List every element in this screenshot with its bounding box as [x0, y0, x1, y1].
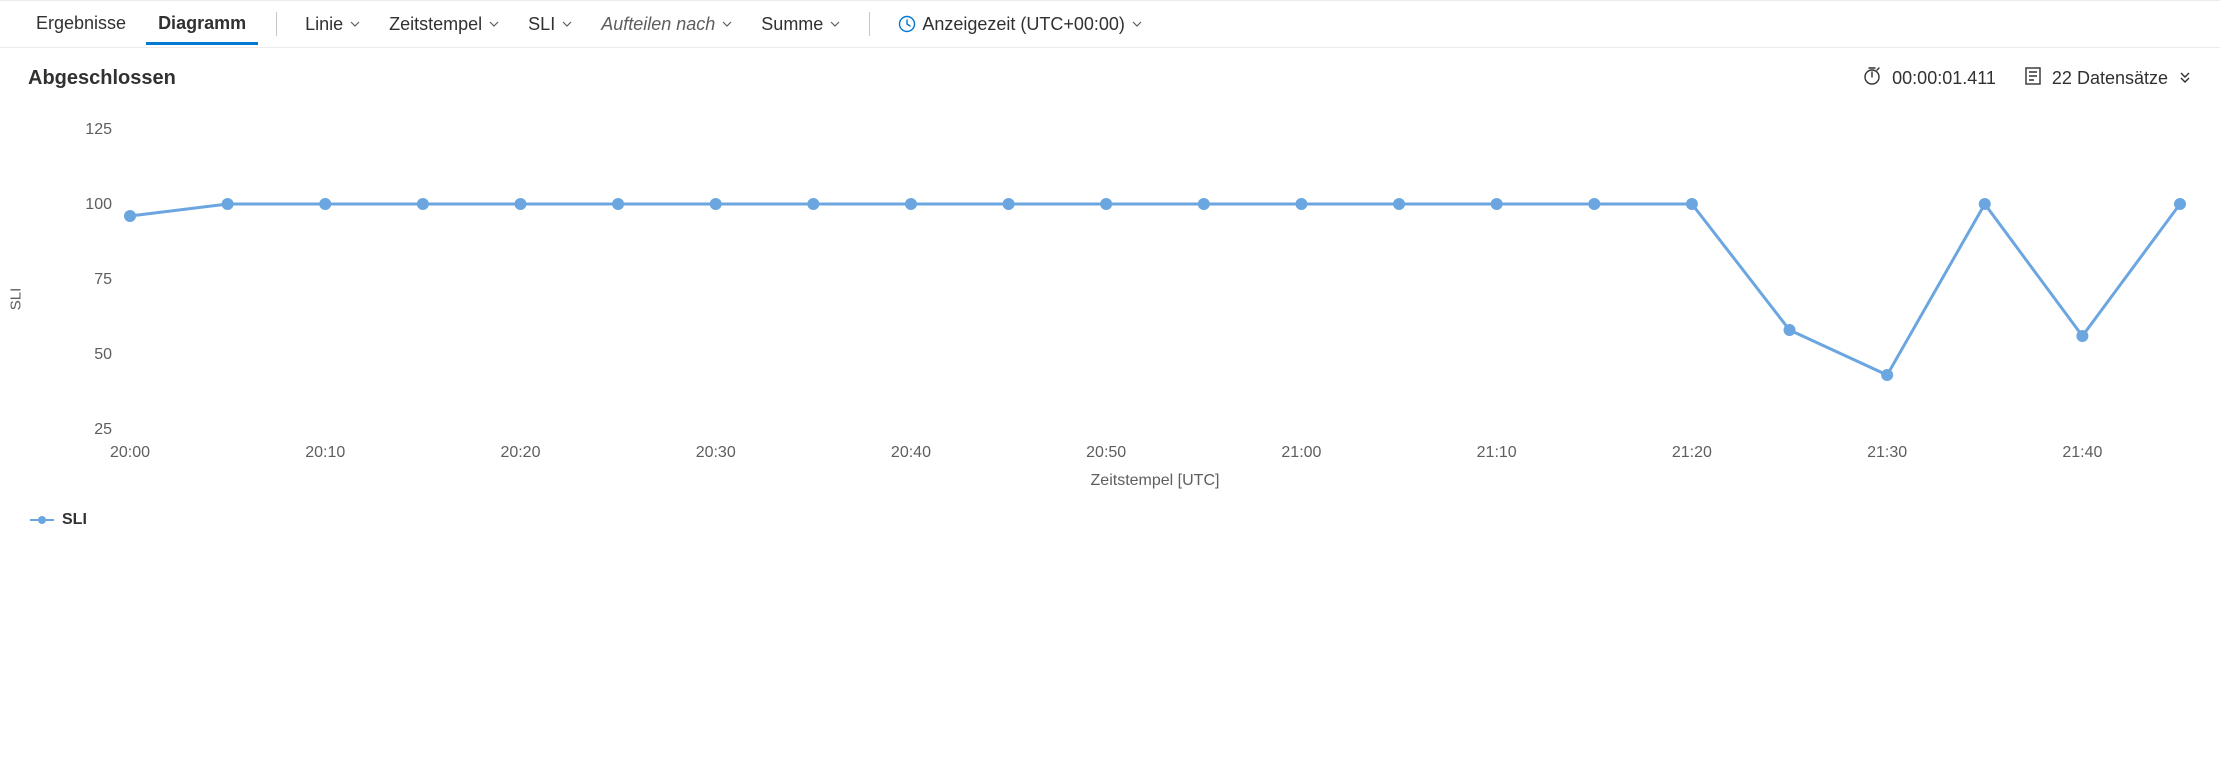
legend-swatch: [30, 519, 54, 521]
display-time-label: Anzeigezeit (UTC+00:00): [922, 14, 1125, 35]
split-by-label: Aufteilen nach: [601, 14, 715, 35]
tab-results[interactable]: Ergebnisse: [24, 3, 138, 45]
chart-type-dropdown[interactable]: Linie: [295, 8, 371, 41]
chevron-down-icon: [561, 18, 573, 30]
records-count[interactable]: 22 Datensätze: [2024, 66, 2192, 91]
toolbar: Ergebnisse Diagramm Linie Zeitstempel SL…: [0, 0, 2220, 48]
svg-text:21:10: 21:10: [1477, 444, 1517, 461]
svg-text:125: 125: [85, 121, 112, 138]
tab-chart[interactable]: Diagramm: [146, 3, 258, 45]
y-field-dropdown[interactable]: SLI: [518, 8, 583, 41]
double-chevron-down-icon: [2178, 68, 2192, 89]
svg-text:21:40: 21:40: [2062, 444, 2102, 461]
y-field-label: SLI: [528, 14, 555, 35]
status-right: 00:00:01.411 22 Datensätze: [1862, 66, 2192, 91]
aggregation-dropdown[interactable]: Summe: [751, 8, 851, 41]
svg-text:25: 25: [94, 421, 112, 438]
svg-text:21:20: 21:20: [1672, 444, 1712, 461]
clock-icon: [898, 15, 916, 33]
query-duration[interactable]: 00:00:01.411: [1862, 66, 1996, 91]
x-field-dropdown[interactable]: Zeitstempel: [379, 8, 510, 41]
svg-text:Zeitstempel [UTC]: Zeitstempel [UTC]: [1091, 472, 1220, 489]
records-value: 22 Datensätze: [2052, 68, 2168, 89]
chevron-down-icon: [349, 18, 361, 30]
chevron-down-icon: [829, 18, 841, 30]
chevron-down-icon: [721, 18, 733, 30]
svg-text:20:50: 20:50: [1086, 444, 1126, 461]
split-by-dropdown[interactable]: Aufteilen nach: [591, 8, 743, 41]
stopwatch-icon: [1862, 66, 1882, 91]
records-icon: [2024, 66, 2042, 91]
svg-text:20:10: 20:10: [305, 444, 345, 461]
chevron-down-icon: [1131, 18, 1143, 30]
svg-text:100: 100: [85, 196, 112, 213]
svg-text:20:40: 20:40: [891, 444, 931, 461]
chevron-down-icon: [488, 18, 500, 30]
status-row: Abgeschlossen 00:00:01.411 22 Datensätze: [0, 48, 2220, 99]
aggregation-label: Summe: [761, 14, 823, 35]
svg-text:20:00: 20:00: [110, 444, 150, 461]
svg-text:75: 75: [94, 271, 112, 288]
svg-text:20:20: 20:20: [500, 444, 540, 461]
chart-type-label: Linie: [305, 14, 343, 35]
svg-text:20:30: 20:30: [696, 444, 736, 461]
legend-label: SLI: [62, 511, 87, 529]
legend: SLI: [0, 499, 2220, 543]
status-completed: Abgeschlossen: [28, 67, 176, 90]
svg-text:50: 50: [94, 346, 112, 363]
x-field-label: Zeitstempel: [389, 14, 482, 35]
separator: [276, 12, 277, 36]
svg-text:21:00: 21:00: [1281, 444, 1321, 461]
separator: [869, 12, 870, 36]
line-chart[interactable]: 25 50 75 100 125 20:00 20:10 20:20 20:30 20:40 20:…: [30, 109, 2190, 489]
svg-text:21:30: 21:30: [1867, 444, 1907, 461]
duration-value: 00:00:01.411: [1892, 68, 1996, 89]
y-axis-label: SLI: [8, 288, 25, 311]
display-time-dropdown[interactable]: Anzeigezeit (UTC+00:00): [888, 8, 1153, 41]
chart-area: SLI 25 50 75 100 125 20:00 20:10 20:20 20:30 20:4…: [0, 99, 2220, 499]
